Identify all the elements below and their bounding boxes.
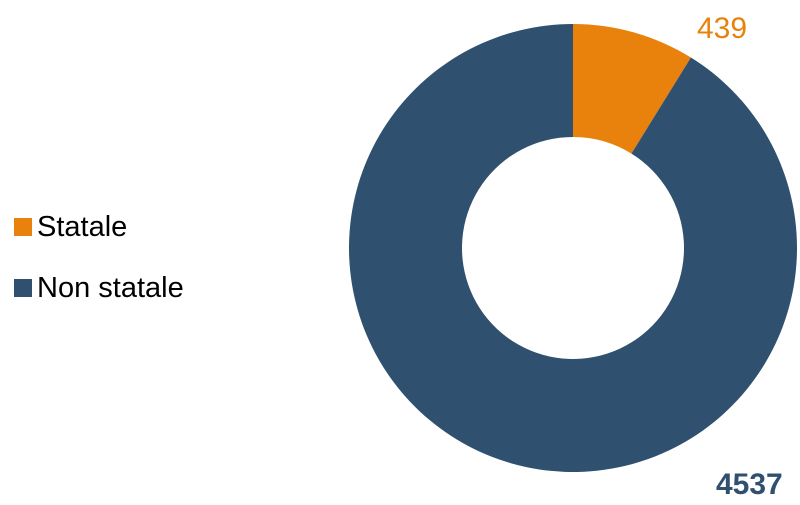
donut-slice-non-statale <box>349 24 798 472</box>
legend-item-non-statale: Non statale <box>14 273 184 303</box>
legend-swatch-statale <box>14 218 32 236</box>
data-label-statale: 439 <box>697 12 748 45</box>
legend-label-statale: Statale <box>37 211 128 243</box>
legend-swatch-non-statale <box>14 279 32 297</box>
legend-item-statale: Statale <box>14 212 184 242</box>
legend-label-non-statale: Non statale <box>37 272 184 304</box>
chart-legend: Statale Non statale <box>14 212 184 334</box>
data-label-non-statale: 4537 <box>716 468 783 501</box>
donut-slice-statale <box>573 24 691 154</box>
